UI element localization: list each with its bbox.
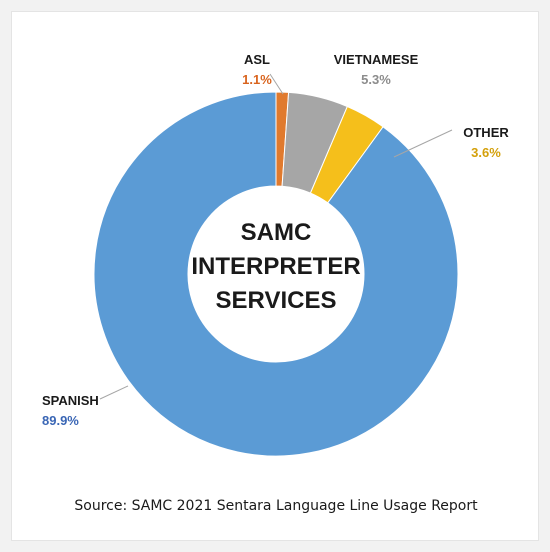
- value-label-vietnamese: 5.3%: [361, 72, 391, 87]
- value-label-other: 3.6%: [471, 145, 501, 160]
- chart-card: ASL 1.1% VIETNAMESE 5.3% OTHER 3.6% SPANISH 89.…: [11, 11, 539, 541]
- category-label-asl: ASL: [244, 52, 270, 67]
- value-label-asl: 1.1%: [242, 72, 272, 87]
- donut-chart: ASL 1.1% VIETNAMESE 5.3% OTHER 3.6% SPANISH 89.…: [42, 52, 509, 457]
- category-label-spanish: SPANISH: [42, 393, 99, 408]
- center-title-line-2: INTERPRETER: [191, 253, 360, 280]
- slice-spanish: [93, 91, 459, 457]
- center-title-line-3: SERVICES: [216, 287, 337, 314]
- value-label-spanish: 89.9%: [42, 413, 79, 428]
- leader-line-spanish: [99, 385, 129, 400]
- category-label-other: OTHER: [463, 125, 509, 140]
- source-note: Source: SAMC 2021 Sentara Language Line …: [74, 498, 478, 514]
- category-label-vietnamese: VIETNAMESE: [334, 52, 419, 67]
- leader-line-other: [393, 129, 453, 158]
- center-title-line-1: SAMC: [241, 219, 312, 246]
- leader-line-asl: [269, 73, 284, 95]
